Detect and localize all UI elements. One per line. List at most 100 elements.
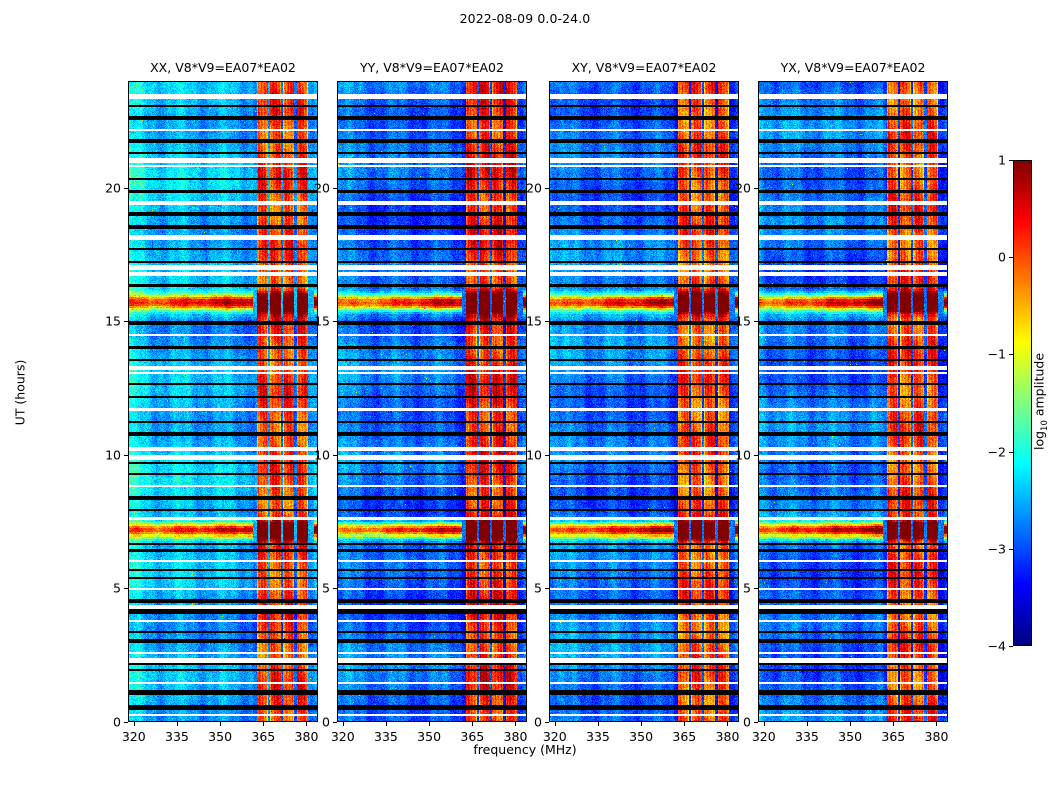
- x-tickmark: [597, 722, 599, 726]
- x-tickmark: [936, 722, 938, 726]
- x-tick-label: 350: [208, 729, 233, 744]
- y-tickmark: [333, 321, 337, 323]
- y-tick-label: 5: [113, 580, 121, 596]
- x-tick-label: 335: [586, 729, 610, 744]
- waterfall-image-xx: [128, 81, 318, 722]
- y-tick-label: 10: [735, 447, 751, 463]
- colorbar-tickmark: [1009, 257, 1013, 259]
- colorbar-tickmark: [1009, 160, 1013, 161]
- y-tickmark: [545, 588, 549, 590]
- y-tickmark: [124, 722, 128, 723]
- waterfall-panel-yx[interactable]: YX, V8*V9=EA07*EA02: [758, 60, 948, 722]
- colorbar-tick-label: −2: [987, 444, 1006, 460]
- x-tickmark: [806, 722, 808, 726]
- y-tick-label: 15: [314, 313, 330, 329]
- x-tickmark: [554, 722, 556, 726]
- x-tick-label: 320: [542, 729, 567, 744]
- y-tickmark: [124, 321, 128, 323]
- y-tick-label: 20: [314, 180, 330, 196]
- y-tick-label: 20: [735, 180, 751, 196]
- y-tick-label: 0: [322, 714, 330, 730]
- y-tick-label: 15: [105, 313, 121, 329]
- y-tickmark: [754, 588, 758, 590]
- x-tick-label: 350: [417, 729, 442, 744]
- y-tick-label: 15: [526, 313, 542, 329]
- y-tick-label: 10: [314, 447, 330, 463]
- y-tick-label: 0: [534, 714, 542, 730]
- y-axis-label: UT (hours): [12, 359, 28, 426]
- colorbar-tick-label: −3: [987, 541, 1006, 557]
- waterfall-image-yx: [758, 81, 948, 722]
- colorbar[interactable]: [1013, 160, 1032, 646]
- waterfall-panel-xx[interactable]: XX, V8*V9=EA07*EA02: [128, 60, 318, 722]
- panel-title-yx: YX, V8*V9=EA07*EA02: [780, 60, 926, 75]
- x-tickmark: [429, 722, 431, 726]
- colorbar-tick-label: 1: [998, 152, 1006, 168]
- y-tick-label: 10: [105, 447, 121, 463]
- y-tick-label: 0: [113, 714, 121, 730]
- x-tick-label: 365: [251, 729, 276, 744]
- waterfall-panel-yy[interactable]: YY, V8*V9=EA07*EA02: [337, 60, 527, 722]
- y-tick-label: 0: [743, 714, 751, 730]
- x-tickmark: [850, 722, 852, 726]
- y-tickmark: [545, 454, 549, 456]
- y-tickmark: [333, 722, 337, 723]
- x-tickmark: [176, 722, 178, 726]
- x-tickmark: [342, 722, 344, 726]
- x-tickmark: [385, 722, 387, 726]
- y-tick-label: 10: [526, 447, 542, 463]
- x-tickmark: [263, 722, 265, 726]
- colorbar-tickmark: [1009, 451, 1013, 453]
- y-tickmark: [545, 722, 549, 723]
- y-tickmark: [333, 454, 337, 456]
- panel-title-yy: YY, V8*V9=EA07*EA02: [360, 60, 504, 75]
- y-tickmark: [124, 187, 128, 189]
- x-tickmark: [763, 722, 765, 726]
- panel-title-xy: XY, V8*V9=EA07*EA02: [571, 60, 717, 75]
- y-tickmark: [545, 321, 549, 323]
- y-tickmark: [754, 187, 758, 189]
- colorbar-tickmark: [1009, 354, 1013, 356]
- x-tick-label: 350: [629, 729, 654, 744]
- x-tick-label: 335: [795, 729, 819, 744]
- colorbar-tick-label: −1: [987, 346, 1006, 362]
- x-tickmark: [684, 722, 686, 726]
- y-tickmark: [754, 454, 758, 456]
- figure-suptitle: 2022-08-09 0.0-24.0: [459, 11, 591, 26]
- colorbar-tickmark: [1009, 548, 1013, 550]
- x-tick-label: 335: [165, 729, 189, 744]
- x-tick-label: 380: [715, 729, 740, 744]
- y-tickmark: [124, 588, 128, 590]
- x-tickmark: [515, 722, 517, 726]
- x-tickmark: [220, 722, 222, 726]
- x-tick-label: 380: [924, 729, 949, 744]
- y-tickmark: [545, 187, 549, 189]
- x-tick-label: 335: [374, 729, 398, 744]
- y-tick-label: 20: [526, 180, 542, 196]
- x-tick-label: 365: [460, 729, 485, 744]
- colorbar-tickmark: [1009, 646, 1013, 647]
- y-tickmark: [754, 321, 758, 323]
- x-tick-label: 365: [881, 729, 906, 744]
- x-tick-label: 365: [672, 729, 697, 744]
- x-tick-label: 350: [838, 729, 863, 744]
- colorbar-gradient: [1013, 160, 1032, 646]
- x-tickmark: [306, 722, 308, 726]
- y-tick-label: 15: [735, 313, 751, 329]
- x-tickmark: [133, 722, 135, 726]
- x-tickmark: [727, 722, 729, 726]
- x-tickmark: [893, 722, 895, 726]
- x-tick-label: 320: [330, 729, 355, 744]
- x-tick-label: 380: [503, 729, 528, 744]
- y-tick-label: 5: [743, 580, 751, 596]
- x-axis-label: frequency (MHz): [473, 742, 577, 757]
- waterfall-panel-xy[interactable]: XY, V8*V9=EA07*EA02: [549, 60, 739, 722]
- y-tickmark: [754, 722, 758, 723]
- x-tick-label: 380: [294, 729, 319, 744]
- colorbar-tick-label: −4: [987, 638, 1006, 654]
- y-tick-label: 20: [105, 180, 121, 196]
- waterfall-image-yy: [337, 81, 527, 722]
- waterfall-image-xy: [549, 81, 739, 722]
- colorbar-label: log10 amplitude: [1031, 352, 1050, 451]
